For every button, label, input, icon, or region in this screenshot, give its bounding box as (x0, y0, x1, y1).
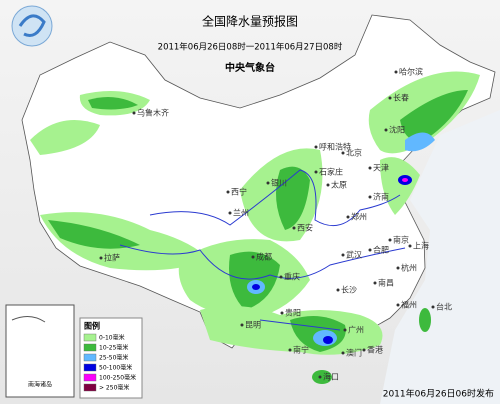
city-label: 南宁 (293, 345, 309, 355)
city-label: 郑州 (351, 212, 367, 222)
city-label: 银川 (271, 178, 287, 188)
city-dot (384, 128, 388, 132)
city-label: 合肥 (373, 245, 389, 255)
footer: 2011年06月26日06时发布 (383, 388, 494, 400)
city-label: 福州 (401, 301, 417, 310)
city-label: 拉萨 (104, 253, 120, 263)
city-label: 长春 (393, 93, 409, 103)
city-dot (314, 145, 318, 149)
legend-swatch (83, 363, 97, 372)
title: 全国降水量预报图 (202, 14, 298, 29)
city-label: 贵阳 (285, 308, 301, 318)
city-label: 太原 (331, 180, 347, 190)
city-dot (408, 244, 412, 248)
city-dot (431, 305, 435, 309)
city-dot (288, 348, 292, 352)
city-dot (394, 70, 398, 74)
city-label: 西宁 (231, 187, 247, 197)
city-dot (396, 303, 400, 307)
city-label: 长沙 (341, 285, 357, 295)
city-label: 石家庄 (319, 167, 343, 177)
rain-areas (30, 71, 480, 384)
city-label: 海口 (323, 372, 339, 382)
city-dot (388, 96, 392, 100)
inset: 南海诸岛 (5, 304, 75, 398)
city-dot (341, 151, 345, 155)
city-label: 南京 (393, 235, 409, 245)
city-label: 哈尔滨 (399, 67, 423, 77)
legend-swatch (83, 353, 97, 362)
city-dot (132, 111, 136, 115)
city-dot (251, 255, 255, 259)
city-label: 呼和浩特 (319, 142, 351, 152)
legend-title: 图例 (84, 321, 100, 331)
city-label: 香港 (367, 345, 383, 355)
city-dot (373, 281, 377, 285)
city-label: 重庆 (284, 272, 300, 282)
legend-swatch (83, 333, 97, 342)
city-label: 杭州 (401, 263, 417, 273)
city-dot (266, 181, 270, 185)
legend-label: 0-10毫米 (99, 334, 125, 342)
city-label: 武汉 (346, 250, 362, 260)
city-dot (396, 266, 400, 270)
legend-swatch (83, 343, 97, 352)
city-dot (318, 375, 322, 379)
city-label: 台北 (436, 302, 452, 312)
city-label: 沈阳 (389, 125, 405, 135)
legend-label: 100-250毫米 (99, 374, 136, 382)
city-dot (341, 351, 345, 355)
city-dot (341, 253, 345, 257)
city-label: 乌鲁木齐 (137, 108, 169, 118)
city-dot (326, 183, 330, 187)
city-dot (368, 166, 372, 170)
city-dot (343, 328, 347, 332)
city-dot (336, 288, 340, 292)
city-dot (292, 226, 296, 230)
legend: 图例 0-10毫米 10-25毫米 25-50毫米 50-100毫米 100-250毫米… (79, 317, 143, 399)
city-dot (368, 248, 372, 252)
legend-swatch (83, 373, 97, 382)
city-dot (346, 215, 350, 219)
city-dot (314, 170, 318, 174)
city-dot (228, 211, 232, 215)
city-dot (279, 275, 283, 279)
city-label: 广州 (348, 325, 364, 335)
city-label: 兰州 (233, 208, 249, 218)
inset-label: 南海诸岛 (28, 381, 52, 389)
city-label: 昆明 (245, 321, 261, 330)
legend-label: 50-100毫米 (99, 364, 132, 372)
legend-label: 25-50毫米 (99, 354, 128, 362)
city-dot (388, 238, 392, 242)
city-dot (368, 195, 372, 199)
city-label: 澳门 (346, 348, 362, 358)
city-label: 天津 (373, 163, 389, 173)
city-dot (362, 348, 366, 352)
city-label: 成都 (256, 252, 272, 262)
issuer: 中央气象台 (225, 61, 275, 74)
sea (380, 110, 500, 404)
city-dot (280, 311, 284, 315)
city-label: 北京 (346, 148, 362, 158)
rivers (119, 169, 406, 331)
legend-label: > 250毫米 (99, 384, 129, 392)
city-label: 上海 (413, 241, 429, 251)
logo (11, 5, 53, 47)
city-dot (99, 256, 103, 260)
legend-label: 10-25毫米 (99, 344, 128, 352)
legend-swatch (83, 383, 97, 392)
city-label: 济南 (373, 192, 389, 202)
period: 2011年06月26日08时一2011年06月27日08时 (158, 42, 343, 53)
city-dot (240, 323, 244, 327)
city-label: 西安 (297, 223, 313, 233)
city-label: 南昌 (378, 278, 394, 288)
city-dot (226, 190, 230, 194)
